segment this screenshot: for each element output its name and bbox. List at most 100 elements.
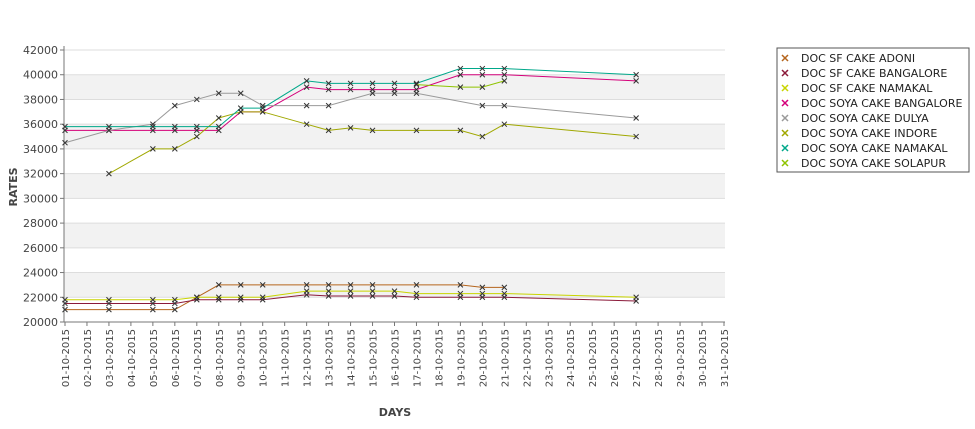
legend-label: DOC SF CAKE BANGALORE xyxy=(801,67,947,80)
x-tick-label: 19-10-2015 xyxy=(456,329,467,387)
data-point xyxy=(347,86,354,93)
grid-band xyxy=(64,124,725,149)
data-point xyxy=(413,90,420,97)
grid-band xyxy=(64,50,725,75)
legend: DOC SF CAKE ADONI DOC SF CAKE BANGALORE DO… xyxy=(776,47,970,173)
data-point xyxy=(501,284,508,291)
data-point xyxy=(325,80,332,87)
data-point xyxy=(413,290,420,297)
data-point xyxy=(457,65,464,72)
legend-label: DOC SOYA CAKE DULYA xyxy=(801,112,929,125)
series-line xyxy=(62,282,508,313)
data-point xyxy=(303,288,310,294)
legend-marker xyxy=(781,84,789,92)
x-tick-label: 23-10-2015 xyxy=(544,329,555,387)
data-point xyxy=(633,294,639,301)
data-point xyxy=(391,288,398,294)
legend-label: DOC SF CAKE ADONI xyxy=(801,52,915,65)
data-point xyxy=(106,123,112,130)
series-path xyxy=(65,284,505,311)
legend-item: DOC SOYA CAKE DULYA xyxy=(781,112,929,125)
y-tick-label: 22000 xyxy=(23,291,58,304)
data-point xyxy=(106,296,112,303)
x-tick-label: 30-10-2015 xyxy=(698,329,709,387)
legend-marker xyxy=(781,129,789,137)
data-point xyxy=(215,123,222,130)
data-point xyxy=(237,294,244,301)
series-group xyxy=(62,65,639,313)
y-axis-ticks: 20000 22000 24000 26000 28000 30000 32000 34000… xyxy=(23,44,64,329)
x-tick-label: 31-10-2015 xyxy=(720,329,731,387)
grid-bands xyxy=(64,50,725,322)
x-tick-label: 12-10-2015 xyxy=(303,329,314,387)
x-tick-label: 03-10-2015 xyxy=(105,329,116,387)
x-tick-label: 21-10-2015 xyxy=(500,329,511,387)
data-point xyxy=(62,306,68,313)
y-tick-label: 42000 xyxy=(23,44,58,57)
data-point xyxy=(479,284,486,291)
x-tick-label: 17-10-2015 xyxy=(412,329,423,387)
data-point xyxy=(633,115,639,121)
series-path xyxy=(64,92,637,144)
data-point xyxy=(347,80,354,87)
legend-marker xyxy=(781,144,789,152)
data-point xyxy=(391,90,398,97)
data-point xyxy=(150,123,156,130)
series-path xyxy=(108,111,637,175)
x-tick-label: 07-10-2015 xyxy=(193,329,204,387)
y-tick-label: 34000 xyxy=(23,143,58,156)
series-line xyxy=(62,65,639,130)
data-point xyxy=(259,294,266,301)
data-point xyxy=(171,306,178,313)
legend-item: DOC SF CAKE BANGALORE xyxy=(781,67,947,80)
data-point xyxy=(347,293,354,299)
y-tick-label: 36000 xyxy=(23,118,58,131)
x-tick-label: 11-10-2015 xyxy=(281,329,292,387)
y-tick-label: 20000 xyxy=(23,316,58,329)
x-tick-label: 26-10-2015 xyxy=(610,329,621,387)
data-point xyxy=(325,86,332,93)
legend-label: DOC SOYA CAKE NAMAKAL xyxy=(801,142,948,155)
data-point xyxy=(479,102,486,109)
x-axis-ticks: 01-10-2015 02-10-2015 03-10-2015 04-10-2015… xyxy=(61,322,731,387)
data-point xyxy=(259,296,266,303)
data-point xyxy=(457,84,464,90)
data-point xyxy=(479,290,486,297)
x-tick-label: 06-10-2015 xyxy=(171,329,182,387)
x-tick-label: 02-10-2015 xyxy=(83,329,94,387)
data-point xyxy=(633,71,639,78)
x-tick-label: 27-10-2015 xyxy=(632,329,643,387)
legend-label: DOC SF CAKE NAMAKAL xyxy=(801,82,933,95)
x-tick-label: 14-10-2015 xyxy=(347,329,358,387)
data-point xyxy=(479,84,486,90)
legend-marker xyxy=(781,159,789,167)
legend-label: DOC SOYA CAKE BANGALORE xyxy=(801,97,962,110)
series-line xyxy=(62,288,639,303)
data-point xyxy=(325,282,332,288)
data-point xyxy=(193,133,200,140)
data-point xyxy=(150,306,156,313)
x-tick-label: 28-10-2015 xyxy=(654,329,665,387)
data-point xyxy=(325,102,332,109)
x-tick-label: 10-10-2015 xyxy=(259,329,270,387)
data-point xyxy=(62,123,68,130)
series-path xyxy=(65,68,637,128)
x-tick-label: 16-10-2015 xyxy=(391,329,402,387)
series-path xyxy=(65,290,637,301)
legend-item: DOC SOYA CAKE SOLAPUR xyxy=(781,157,946,170)
legend-marker xyxy=(781,114,789,122)
data-point xyxy=(501,65,508,72)
data-point xyxy=(457,282,464,288)
data-point xyxy=(457,71,464,78)
data-point xyxy=(413,81,420,88)
data-point xyxy=(193,294,200,301)
data-point xyxy=(106,306,112,313)
data-point xyxy=(369,293,376,299)
data-point xyxy=(501,102,508,109)
x-tick-label: 22-10-2015 xyxy=(522,329,533,387)
grid-band xyxy=(64,247,725,273)
y-tick-label: 24000 xyxy=(23,267,58,280)
data-point xyxy=(347,288,354,294)
x-tick-label: 13-10-2015 xyxy=(325,329,336,387)
